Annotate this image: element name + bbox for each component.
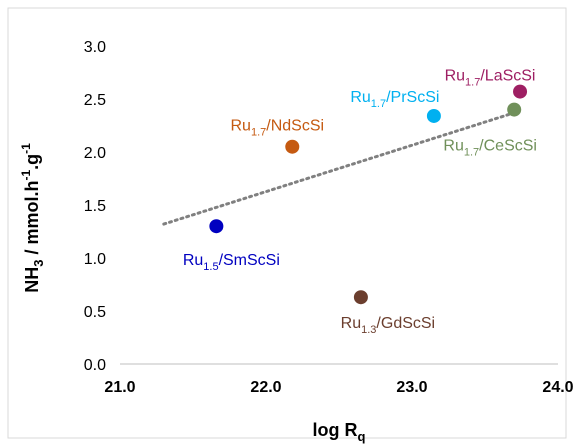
x-axis-title-main: log R (313, 420, 358, 440)
point-label-subscript: 1.7 (464, 147, 479, 159)
point-label-subscript: 1.7 (371, 98, 386, 110)
data-point (285, 140, 299, 154)
x-tick-label: 23.0 (396, 379, 427, 396)
point-label-suffix: /GdScSi (376, 315, 435, 332)
y-tick-label: 0.5 (84, 304, 106, 321)
point-label-subscript: 1.7 (251, 127, 266, 139)
data-point (427, 109, 441, 123)
data-point (354, 290, 368, 304)
y-axis-title-sub: 3 (31, 260, 46, 267)
point-label-suffix: /SmScSi (219, 252, 280, 269)
y-tick-label: 2.5 (84, 92, 106, 109)
x-tick-label: 21.0 (104, 379, 135, 396)
point-label-suffix: /PrScSi (386, 89, 439, 106)
y-tick-label: 1.0 (84, 251, 106, 268)
x-axis-title-sub: q (358, 429, 366, 444)
y-axis-title-mid: / mmol.h (22, 181, 42, 260)
point-label-prefix: Ru (443, 138, 463, 155)
y-axis-title-sup2: -1 (19, 143, 33, 154)
point-label-subscript: 1.7 (465, 77, 480, 89)
point-label-suffix: /CeScSi (479, 138, 537, 155)
data-point (507, 103, 521, 117)
data-point (513, 85, 527, 99)
data-point (209, 219, 223, 233)
point-label-prefix: Ru (183, 252, 203, 269)
point-label-prefix: Ru (445, 68, 465, 85)
y-tick-label: 0.0 (84, 357, 106, 374)
point-label-prefix: Ru (350, 89, 370, 106)
y-axis-title-mid2: .g (22, 154, 42, 170)
y-tick-label: 1.5 (84, 198, 106, 215)
x-tick-label: 24.0 (542, 379, 573, 396)
y-axis-title-base: NH (22, 267, 42, 293)
y-axis-title: NH3 / mmol.h-1.g-1 (19, 143, 46, 293)
y-tick-label: 2.0 (84, 145, 106, 162)
x-tick-label: 22.0 (250, 379, 281, 396)
y-tick-label: 3.0 (84, 39, 106, 56)
point-label-subscript: 1.3 (361, 324, 376, 336)
point-label-prefix: Ru (341, 315, 361, 332)
point-label-subscript: 1.5 (203, 261, 218, 273)
point-label-prefix: Ru (231, 118, 251, 135)
point-label-suffix: /NdScSi (266, 118, 324, 135)
point-label-suffix: /LaScSi (480, 68, 535, 85)
y-axis-title-sup1: -1 (19, 170, 33, 181)
